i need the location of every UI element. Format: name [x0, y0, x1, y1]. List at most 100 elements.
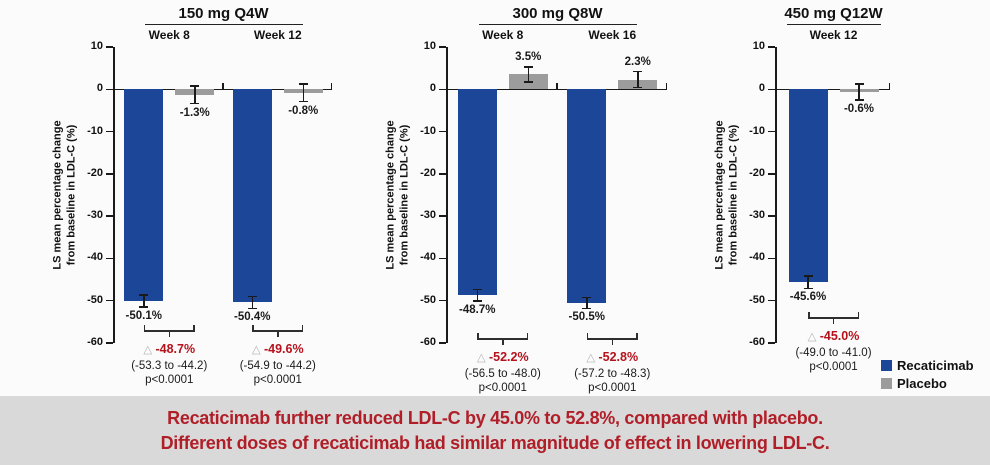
y-tick-label: -40: [420, 251, 436, 264]
error-bar-cap: [139, 306, 149, 308]
error-bar-cap: [523, 81, 533, 83]
delta-triangle-icon: △: [476, 352, 489, 364]
error-bar-cap: [854, 83, 864, 85]
difference-delta-line: △ -52.2%: [444, 347, 562, 367]
y-tick-label: -60: [420, 336, 436, 348]
legend: Recaticimab Placebo: [881, 358, 974, 394]
error-bar-line: [527, 66, 529, 83]
error-bar-cap: [582, 296, 592, 299]
error-bar-line: [476, 289, 478, 302]
difference-annotation: △ -45.0% (-49.0 to -41.0) p<0.0001: [775, 326, 893, 375]
y-tick-label: -10: [749, 124, 765, 137]
bracket-line: [477, 338, 529, 340]
y-tick-label: -40: [749, 251, 765, 264]
y-tick-mark: [439, 173, 446, 175]
y-tick-mark: [768, 299, 775, 302]
y-tick-mark: [106, 46, 113, 48]
error-bar-cap: [854, 99, 864, 101]
legend-label: Placebo: [897, 376, 947, 391]
bar-value-label: -50.4%: [234, 311, 271, 324]
bar-value-label: -0.6%: [843, 102, 875, 115]
error-bar-cap: [633, 70, 643, 73]
y-tick-mark: [768, 173, 775, 175]
difference-pvalue: p<0.0001: [809, 361, 858, 374]
y-axis-line: [113, 47, 115, 343]
bracket-end-tick: [586, 332, 589, 340]
y-tick-mark: [106, 173, 113, 175]
y-axis-line: [446, 47, 448, 343]
bracket-line: [252, 330, 304, 332]
error-bar-cap: [190, 102, 200, 105]
baseline-group-tick: [330, 82, 332, 89]
difference-pvalue: p<0.0001: [145, 374, 194, 387]
week-header: Week 12: [809, 28, 858, 42]
error-bar-line: [143, 295, 145, 308]
chart-title: 300 mg Q8W: [512, 5, 603, 22]
difference-delta-line: △ -52.8%: [553, 347, 671, 367]
bracket-line: [143, 330, 195, 332]
y-tick-mark: [768, 342, 775, 344]
difference-value: -45.0%: [819, 329, 860, 343]
y-tick-mark: [768, 215, 775, 217]
error-bar-cap: [633, 86, 643, 89]
error-bar-line: [858, 83, 860, 100]
bar-value-label: 3.5%: [515, 50, 542, 63]
y-tick-mark: [439, 46, 446, 48]
bracket-center-tick: [277, 331, 279, 337]
bar-value-label: -48.7%: [459, 304, 496, 317]
y-tick-label: -40: [87, 251, 103, 264]
y-tick-label: 10: [752, 40, 765, 52]
y-tick-label: -30: [87, 209, 103, 222]
y-tick-label: 0: [96, 82, 103, 95]
difference-ci: (-56.5 to -48.0): [464, 368, 541, 380]
error-bar-cap: [247, 295, 257, 298]
error-bar-cap: [190, 85, 200, 87]
difference-pvalue: p<0.0001: [588, 382, 637, 395]
error-bar-line: [302, 83, 304, 102]
error-bar-cap: [298, 83, 308, 85]
y-tick-label: 10: [90, 40, 103, 52]
y-tick-mark: [768, 257, 775, 260]
error-bar-cap: [247, 307, 257, 310]
baseline-group-tick: [556, 82, 558, 89]
y-axis-label: LS mean percentage change from baseline …: [713, 120, 740, 270]
chart-150-mg-q4w: 150 mg Q4W LS mean percentage change from…: [52, 0, 332, 465]
150-mg-q4w-bar-recaticimab: [232, 89, 272, 303]
banner-line-1: Recaticimab further reduced LDL-C by 45.…: [167, 407, 823, 428]
chart-title-underline: [478, 24, 637, 25]
y-tick-label: -20: [87, 166, 103, 179]
bracket-line: [808, 317, 859, 319]
delta-triangle-icon: △: [586, 352, 599, 364]
bracket-line: [586, 338, 638, 340]
y-tick-mark: [106, 257, 113, 260]
bar-value-label: -1.3%: [179, 106, 210, 119]
y-axis-label: LS mean percentage change from baseline …: [51, 120, 78, 270]
y-tick-label: 0: [429, 82, 436, 95]
legend-label: Recaticimab: [897, 358, 974, 373]
450-mg-q12w-bar-recaticimab: [788, 89, 828, 283]
error-bar-cap: [139, 294, 149, 296]
y-tick-mark: [106, 130, 113, 133]
y-tick-mark: [106, 342, 113, 344]
y-tick-label: -30: [749, 209, 765, 222]
bracket-center-tick: [168, 331, 170, 337]
bar-value-label: -45.6%: [789, 291, 827, 304]
zero-baseline: [115, 88, 332, 91]
legend-item-placebo: Placebo: [881, 376, 974, 391]
y-tick-label: -60: [87, 336, 103, 348]
error-bar-cap: [803, 287, 813, 290]
difference-ci: (-57.2 to -48.3): [574, 368, 651, 380]
y-tick-label: 10: [423, 40, 436, 52]
bracket-end-tick: [252, 324, 254, 332]
difference-pvalue: p<0.0001: [478, 382, 527, 395]
y-tick-mark: [439, 88, 446, 91]
y-tick-label: -50: [420, 293, 436, 306]
y-tick-mark: [106, 88, 113, 91]
bracket-end-tick: [301, 324, 304, 332]
difference-annotation: △ -52.8% (-57.2 to -48.3) p<0.0001: [553, 347, 671, 396]
baseline-group-tick: [222, 82, 224, 89]
difference-annotation: △ -48.7% (-53.3 to -44.2) p<0.0001: [110, 339, 228, 388]
bracket-end-tick: [143, 324, 146, 332]
difference-delta-line: △ -45.0%: [775, 326, 893, 346]
